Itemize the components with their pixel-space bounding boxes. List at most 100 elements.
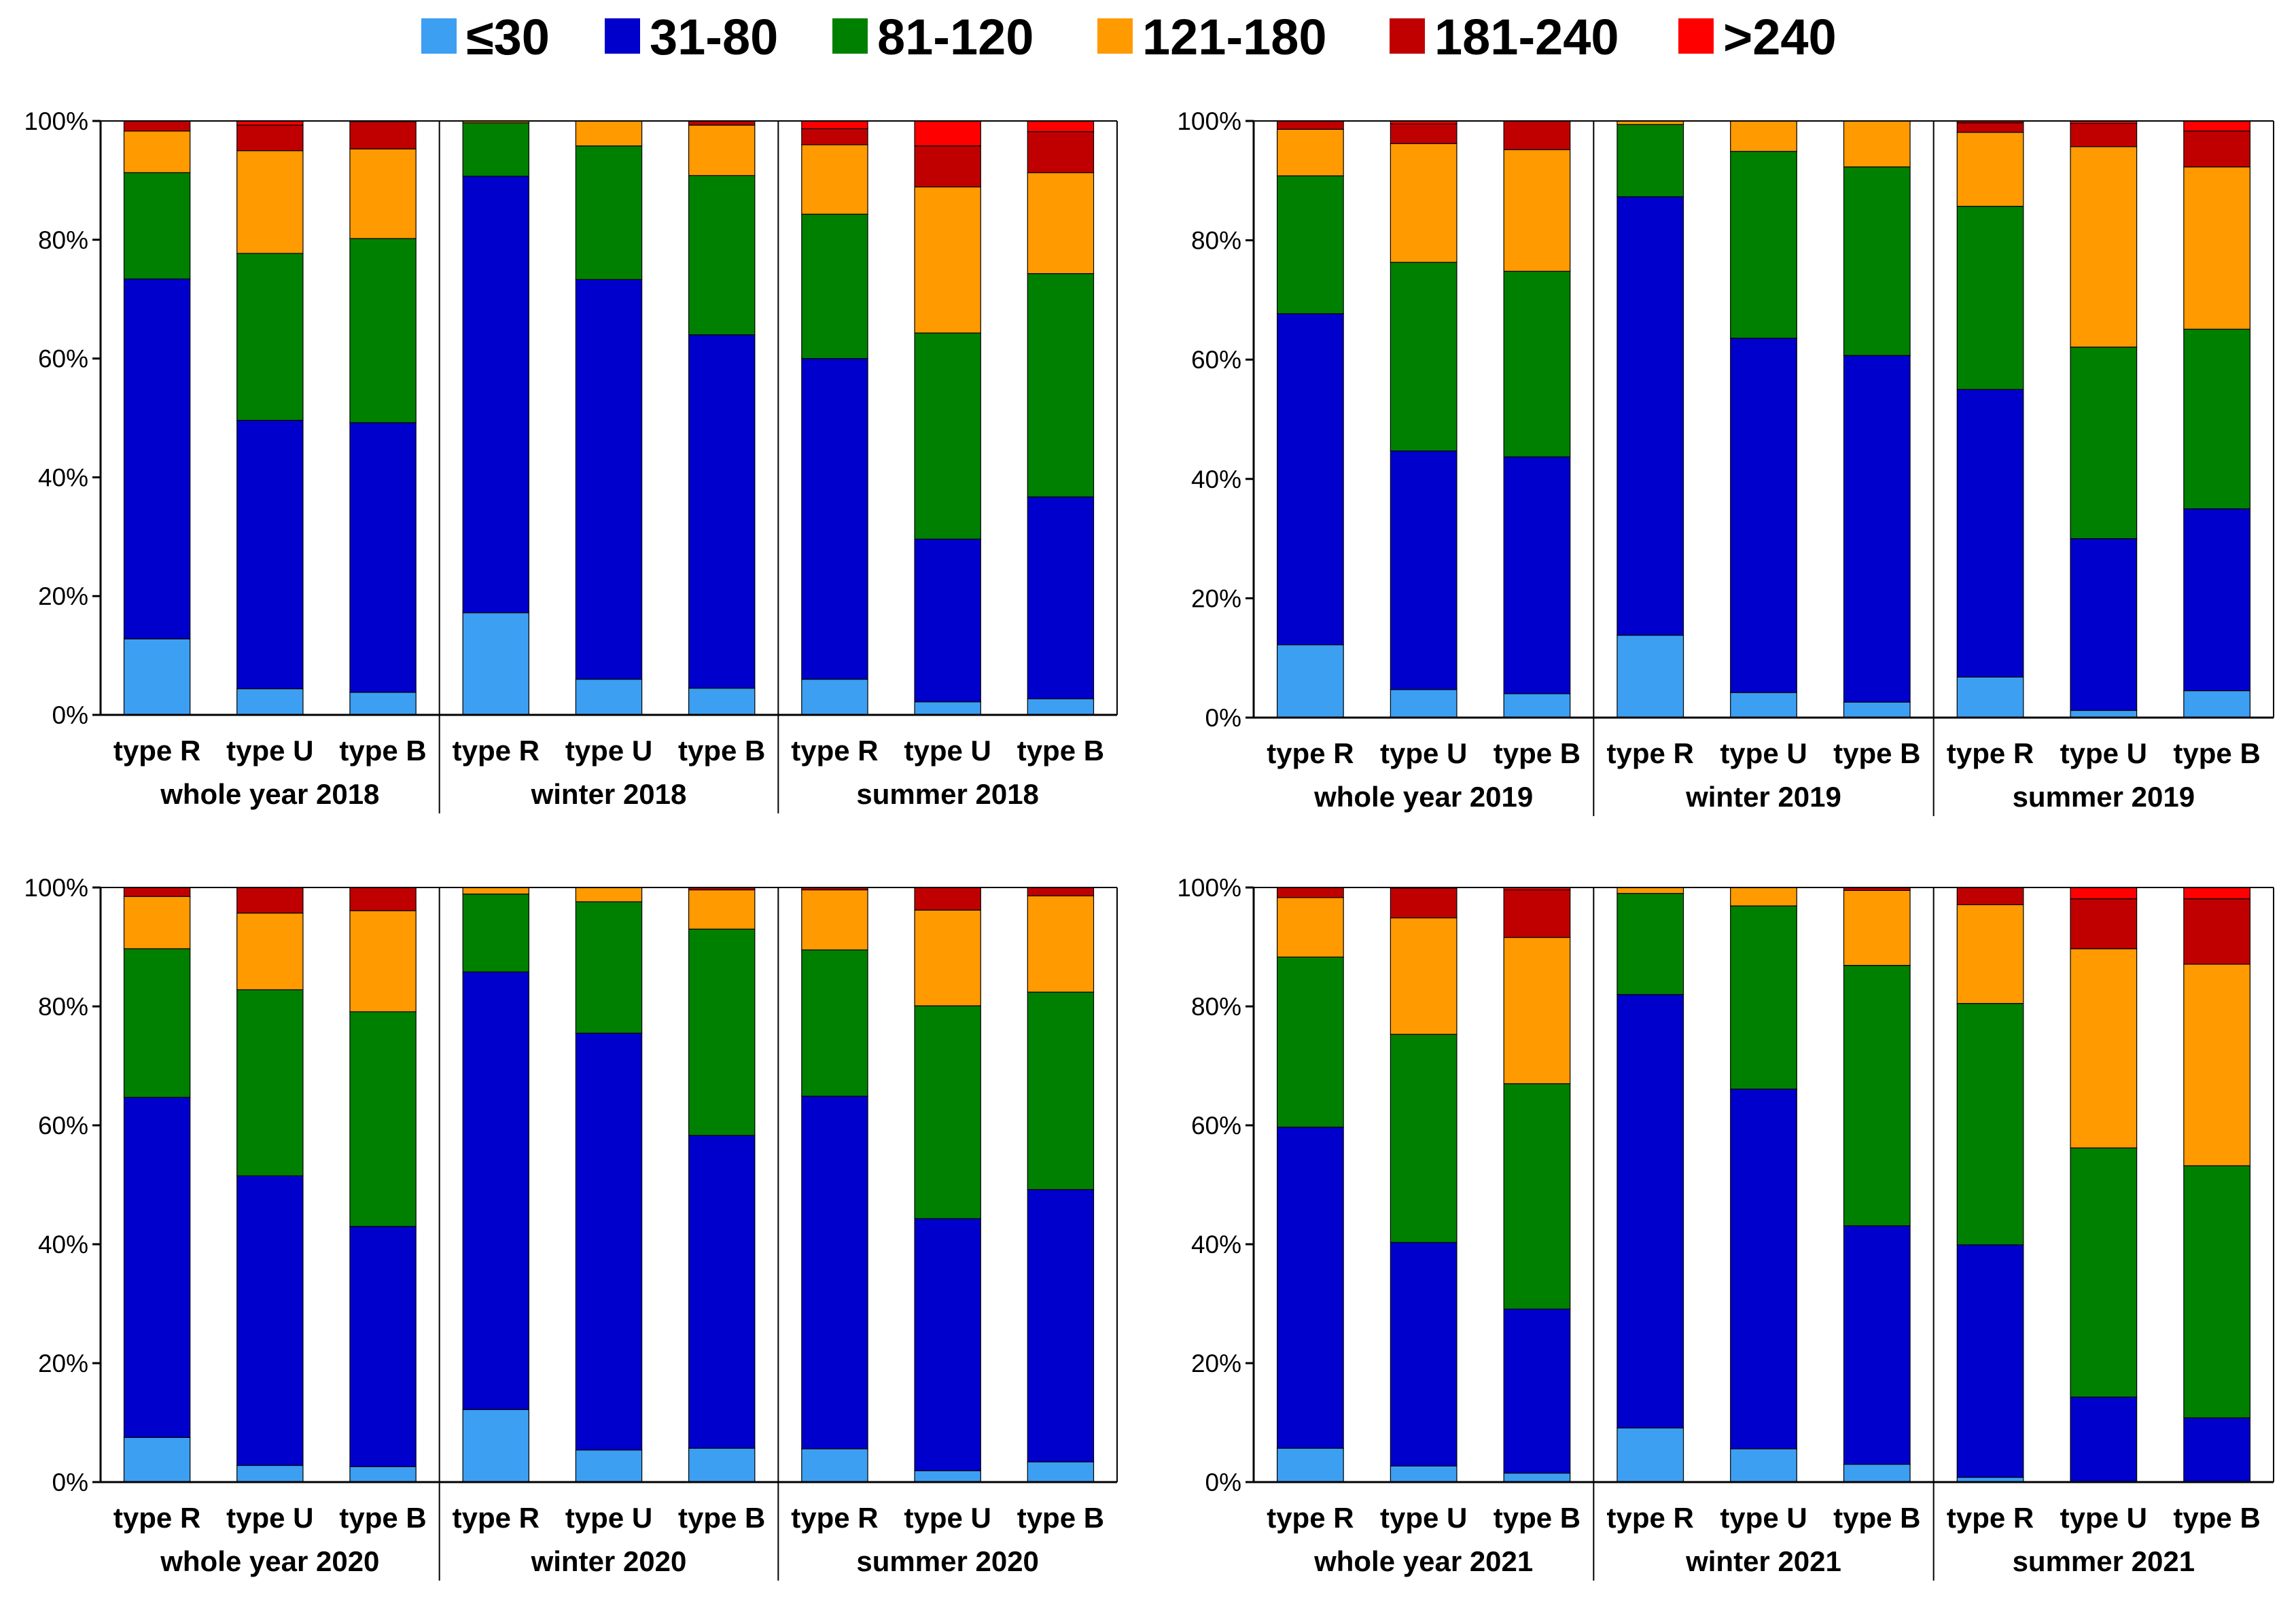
bar-segment — [1390, 917, 1458, 1035]
bar-segment — [1503, 1308, 1571, 1474]
category-label: type U — [1720, 737, 1807, 769]
category-label: type B — [2173, 737, 2260, 769]
bar-segment — [801, 120, 868, 129]
bar-segment — [2070, 122, 2138, 147]
bar-segment — [914, 909, 981, 1006]
bar-segment — [1277, 128, 1344, 177]
y-tick-label: 80% — [38, 226, 88, 254]
category-label: type B — [1494, 737, 1580, 769]
bar-segment — [1617, 893, 1684, 996]
category-label: type U — [1380, 737, 1467, 769]
y-tick-label: 0% — [1205, 1468, 1241, 1496]
bar-segment — [1843, 1464, 1911, 1483]
bar-segment — [2183, 1417, 2250, 1483]
bar-segment — [1843, 1225, 1911, 1465]
group-label: whole year 2019 — [1313, 781, 1533, 813]
bar-segment — [1390, 1465, 1458, 1483]
bar-segment — [2183, 898, 2250, 965]
bar-segment — [1617, 993, 1684, 1428]
bar-segment — [1390, 1242, 1458, 1466]
bar-segment — [1617, 1427, 1684, 1483]
bar-segment — [688, 688, 756, 716]
group-label: summer 2019 — [2013, 781, 2195, 813]
y-tick-label: 0% — [52, 1468, 88, 1496]
bar-segment — [1617, 635, 1684, 718]
category-label: type U — [2060, 1502, 2147, 1534]
bar-segment — [236, 1464, 304, 1483]
bar-segment — [2070, 1147, 2138, 1398]
category-label: type R — [1947, 737, 2034, 769]
bar-segment — [914, 701, 981, 716]
bar-segment — [688, 175, 756, 336]
y-tick-label: 100% — [24, 107, 88, 135]
bar-segment — [123, 1097, 191, 1438]
legend-swatch — [1097, 18, 1133, 54]
bar-segment — [1843, 355, 1911, 703]
y-tick-label: 40% — [1191, 1231, 1241, 1259]
bar-segment — [236, 150, 304, 254]
bar-segment — [914, 538, 981, 703]
group-label: summer 2018 — [856, 778, 1039, 810]
legend-swatch — [605, 18, 640, 54]
bar-segment — [2183, 120, 2250, 132]
bar-segment — [1730, 887, 1797, 907]
bar-segment — [1843, 701, 1911, 718]
bar-segment — [2070, 1396, 2138, 1483]
bar-segment — [2070, 709, 2138, 718]
bar-segment — [1503, 270, 1571, 457]
bar-segment — [1503, 456, 1571, 694]
category-label: type B — [1833, 737, 1920, 769]
category-label: type R — [453, 735, 540, 767]
bar-segment — [2183, 508, 2250, 692]
bar-segment — [575, 145, 643, 280]
bar-segment — [1277, 175, 1344, 315]
category-label: type B — [678, 1502, 765, 1534]
category-label: type B — [339, 1502, 426, 1534]
bar-segment — [1843, 120, 1911, 168]
bar-segment — [1956, 132, 2024, 207]
bar-segment — [1956, 676, 2024, 718]
bar-segment — [1027, 698, 1095, 716]
bar-segment — [801, 678, 868, 716]
bar-segment — [349, 692, 417, 716]
category-label: type R — [113, 1502, 200, 1534]
bar-segment — [236, 124, 304, 152]
category-label: type U — [904, 1502, 991, 1534]
bar-segment — [462, 175, 529, 614]
category-label: type U — [565, 735, 652, 767]
bar-segment — [2070, 347, 2138, 540]
bar-segment — [1277, 644, 1344, 718]
bar-segment — [1956, 122, 2024, 133]
category-label: type U — [1380, 1502, 1467, 1534]
group-label: winter 2020 — [531, 1545, 687, 1577]
bar-segment — [1027, 131, 1095, 173]
bar-segment — [1503, 1473, 1571, 1483]
category-label: type U — [565, 1502, 652, 1534]
category-label: type U — [226, 735, 313, 767]
category-label: type R — [1267, 1502, 1354, 1534]
category-label: type B — [678, 735, 765, 767]
bar-segment — [2183, 130, 2250, 168]
bar-segment — [575, 678, 643, 716]
bar-segment — [1503, 149, 1571, 272]
category-label: type B — [1494, 1502, 1580, 1534]
bar-segment — [1503, 120, 1571, 150]
bar-segment — [1277, 956, 1344, 1128]
bar-segment — [2183, 964, 2250, 1167]
bar-segment — [575, 279, 643, 680]
chart-panel-3: 0% 20% 40% 60% 80% 100% type R type U type B whol… — [24, 874, 1118, 1581]
bar-segment — [1027, 172, 1095, 275]
bar-segment — [349, 887, 417, 911]
bar-segment — [1730, 1448, 1797, 1483]
category-label: type U — [904, 735, 991, 767]
bar-segment — [349, 910, 417, 1013]
chart-panel-2: 0% 20% 40% 60% 80% 100% type R type U type B whol… — [1177, 107, 2274, 816]
category-label: type R — [1607, 1502, 1694, 1534]
bar-segment — [914, 186, 981, 334]
y-tick-label: 20% — [38, 1350, 88, 1377]
bar-segment — [801, 144, 868, 215]
bar-segment — [349, 1011, 417, 1227]
legend-swatch — [1678, 18, 1714, 54]
category-label: type U — [1720, 1502, 1807, 1534]
bar-segment — [1027, 1189, 1095, 1462]
